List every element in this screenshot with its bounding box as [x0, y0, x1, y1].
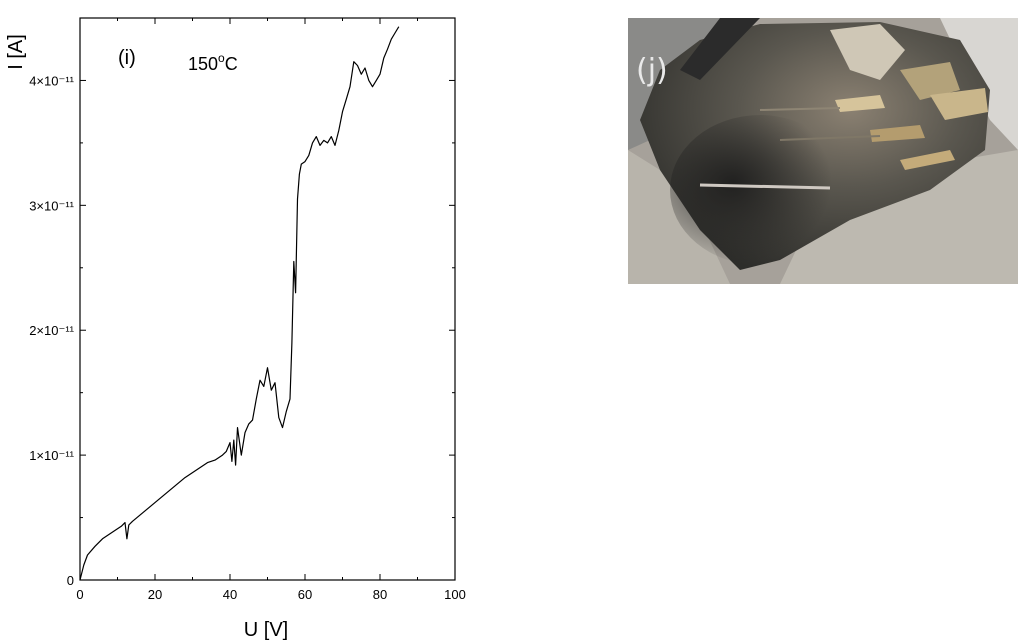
y-tick-label: 2×10⁻¹¹ [29, 323, 74, 338]
y-axis-label: I [A] [5, 34, 27, 70]
y-tick-label: 0 [67, 573, 74, 588]
plot-frame [79, 17, 456, 581]
panel-label-j: (j) [636, 53, 668, 88]
photo-panel-j: (j) [628, 18, 1018, 284]
panel-label-i: (i) [118, 47, 136, 69]
y-tick-label: 3×10⁻¹¹ [29, 198, 74, 213]
series-line-current [79, 26, 400, 581]
x-tick-label: 80 [373, 587, 387, 602]
y-axis-ticks: 0 1×10⁻¹¹ 2×10⁻¹¹ 3×10⁻¹¹ 4×10⁻¹¹ [29, 17, 455, 588]
x-axis-label: U [V] [244, 619, 288, 641]
chart-panel-i: 0 20 40 60 80 100 0 1×10⁻¹¹ 2×10⁻¹¹ 3×10⁻¹¹ 4×10⁻… [5, 17, 466, 641]
x-tick-label: 40 [223, 587, 237, 602]
x-tick-label: 100 [444, 587, 466, 602]
y-tick-label: 1×10⁻¹¹ [29, 448, 74, 463]
x-tick-label: 20 [148, 587, 162, 602]
temperature-annotation: 150oC [188, 51, 238, 74]
y-tick-label: 4×10⁻¹¹ [29, 73, 74, 88]
x-tick-label: 60 [298, 587, 312, 602]
x-axis-ticks: 0 20 40 60 80 100 [76, 18, 466, 602]
x-tick-label: 0 [76, 587, 83, 602]
